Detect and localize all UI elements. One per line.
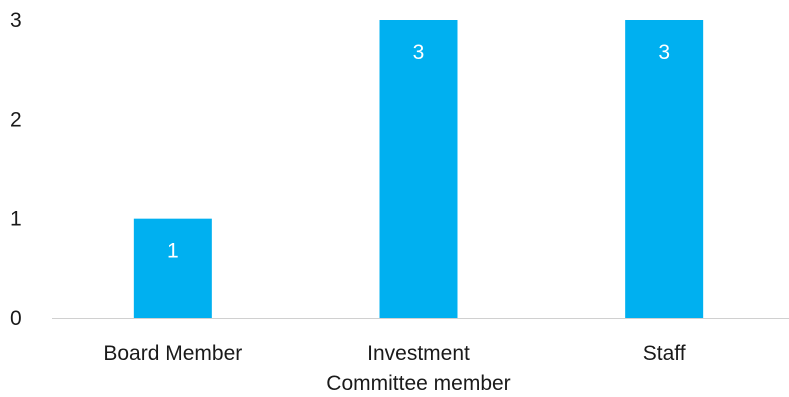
data-labels: 1 3 3 xyxy=(167,41,670,263)
category-label-line: Investment xyxy=(367,342,470,365)
category-label-line: Board Member xyxy=(103,342,242,365)
bar-1 xyxy=(133,218,212,318)
category-label-3: Staff xyxy=(643,342,686,365)
category-label-line: Staff xyxy=(643,342,686,365)
bars xyxy=(133,20,704,318)
data-label-1: 1 xyxy=(167,240,179,263)
y-axis-ticks: 0 1 2 3 xyxy=(10,9,22,330)
y-tick-label-0: 0 xyxy=(10,307,22,330)
y-tick-label-2: 2 xyxy=(10,108,22,131)
bar-3 xyxy=(625,20,704,318)
y-tick-label-1: 1 xyxy=(10,208,22,231)
bar-2 xyxy=(379,20,458,318)
data-label-3: 3 xyxy=(658,41,670,64)
data-label-2: 3 xyxy=(413,41,425,64)
x-axis-labels: Board Member Investment Committee member St… xyxy=(103,342,685,395)
category-label-2: Investment Committee member xyxy=(326,342,510,395)
category-label-1: Board Member xyxy=(103,342,242,365)
category-label-line: Committee member xyxy=(326,372,510,395)
y-tick-label-3: 3 xyxy=(10,9,22,32)
